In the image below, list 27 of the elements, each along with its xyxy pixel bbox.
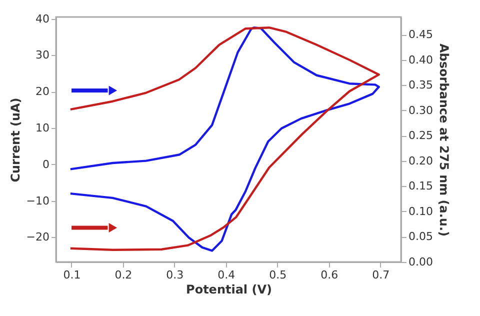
y2-tick-label: 0.35 <box>408 78 433 92</box>
y-tick-label: −10 <box>26 194 50 208</box>
x-tick-label: 0.1 <box>63 268 81 282</box>
y2-tick-label: 0.10 <box>408 204 433 218</box>
y-tick-label: 20 <box>36 85 50 98</box>
y-tick-label: 40 <box>36 12 50 26</box>
y-tick-label: 10 <box>36 122 50 135</box>
y2-tick-label: 0.40 <box>408 53 433 66</box>
x-tick-label: 0.6 <box>320 268 338 282</box>
y2-tick-label: 0.05 <box>408 230 433 244</box>
y2-tick-label: 0.15 <box>408 180 433 193</box>
y-tick-label: −20 <box>26 230 50 244</box>
y2-tick-label: 0.00 <box>408 256 433 268</box>
y-axis-title: Current (uA) <box>8 98 22 182</box>
x-axis-title: Potential (V) <box>186 282 272 296</box>
y2-tick-label: 0.30 <box>408 104 433 117</box>
x-tick-label: 0.4 <box>218 268 236 282</box>
x-tick-label: 0.3 <box>166 268 184 282</box>
y2-tick-label: 0.45 <box>408 28 433 42</box>
y2-axis-title: Absorbance at 275 nm (a.u.) <box>436 43 451 237</box>
x-tick-label: 0.5 <box>269 268 287 282</box>
x-tick-label: 0.7 <box>372 268 390 282</box>
y2-tick-label: 0.20 <box>408 154 433 168</box>
y-tick-label: 30 <box>36 48 50 62</box>
x-tick-label: 0.2 <box>114 268 132 282</box>
y2-tick-label: 0.25 <box>408 129 433 142</box>
y-tick-label: 0 <box>42 158 50 171</box>
